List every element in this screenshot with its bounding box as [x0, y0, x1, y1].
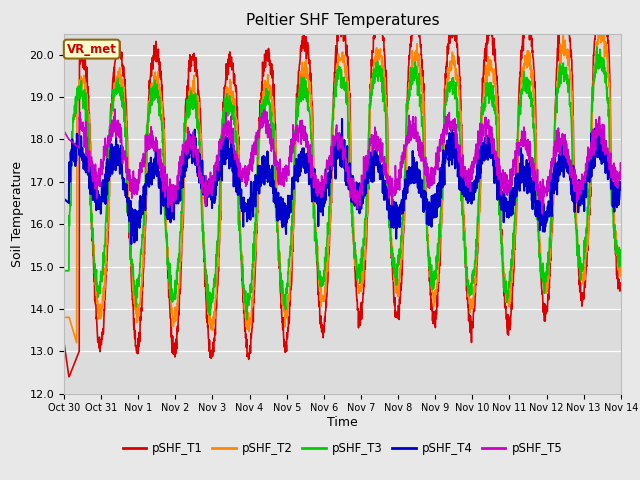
- pSHF_T4: [338, 116, 346, 122]
- pSHF_T5: [371, 137, 379, 143]
- Line: pSHF_T1: pSHF_T1: [64, 34, 621, 377]
- pSHF_T4: [617, 186, 625, 192]
- pSHF_T5: [359, 182, 367, 188]
- pSHF_T1: [60, 340, 68, 346]
- Text: VR_met: VR_met: [67, 43, 116, 56]
- Y-axis label: Soil Temperature: Soil Temperature: [11, 161, 24, 266]
- pSHF_T3: [568, 131, 575, 137]
- pSHF_T2: [584, 235, 591, 240]
- pSHF_T4: [359, 189, 367, 194]
- pSHF_T4: [216, 160, 223, 166]
- pSHF_T3: [60, 268, 68, 274]
- pSHF_T1: [584, 244, 591, 250]
- pSHF_T5: [111, 106, 118, 112]
- pSHF_T5: [504, 181, 512, 187]
- Line: pSHF_T2: pSHF_T2: [64, 34, 621, 343]
- pSHF_T1: [568, 79, 576, 84]
- pSHF_T2: [595, 31, 603, 36]
- pSHF_T3: [617, 263, 625, 268]
- pSHF_T5: [584, 158, 591, 164]
- pSHF_T5: [568, 165, 576, 170]
- pSHF_T5: [538, 211, 546, 217]
- pSHF_T3: [371, 73, 379, 79]
- Line: pSHF_T3: pSHF_T3: [64, 47, 621, 320]
- pSHF_T4: [505, 215, 513, 220]
- Legend: pSHF_T1, pSHF_T2, pSHF_T3, pSHF_T4, pSHF_T5: pSHF_T1, pSHF_T2, pSHF_T3, pSHF_T4, pSHF…: [118, 437, 567, 460]
- pSHF_T4: [127, 241, 135, 247]
- pSHF_T4: [584, 178, 591, 184]
- pSHF_T3: [359, 254, 367, 260]
- pSHF_T1: [65, 374, 73, 380]
- pSHF_T4: [60, 196, 68, 202]
- pSHF_T5: [216, 144, 223, 150]
- pSHF_T2: [73, 340, 81, 346]
- pSHF_T2: [617, 264, 625, 269]
- Line: pSHF_T5: pSHF_T5: [64, 109, 621, 214]
- Title: Peltier SHF Temperatures: Peltier SHF Temperatures: [246, 13, 439, 28]
- pSHF_T1: [505, 327, 513, 333]
- pSHF_T2: [359, 279, 367, 285]
- pSHF_T3: [584, 211, 591, 216]
- pSHF_T4: [371, 158, 379, 164]
- X-axis label: Time: Time: [327, 416, 358, 429]
- pSHF_T4: [568, 180, 576, 185]
- pSHF_T1: [371, 31, 379, 36]
- pSHF_T1: [617, 280, 625, 286]
- pSHF_T2: [568, 95, 575, 100]
- pSHF_T3: [593, 44, 601, 50]
- pSHF_T1: [335, 31, 342, 36]
- pSHF_T1: [359, 295, 367, 301]
- pSHF_T3: [243, 317, 251, 323]
- pSHF_T1: [216, 239, 223, 245]
- Line: pSHF_T4: pSHF_T4: [64, 119, 621, 244]
- pSHF_T5: [617, 166, 625, 171]
- pSHF_T5: [60, 128, 68, 134]
- pSHF_T3: [216, 214, 223, 220]
- pSHF_T2: [504, 290, 512, 296]
- pSHF_T2: [371, 55, 379, 61]
- pSHF_T2: [60, 314, 68, 320]
- pSHF_T2: [216, 235, 223, 240]
- pSHF_T3: [504, 293, 512, 299]
